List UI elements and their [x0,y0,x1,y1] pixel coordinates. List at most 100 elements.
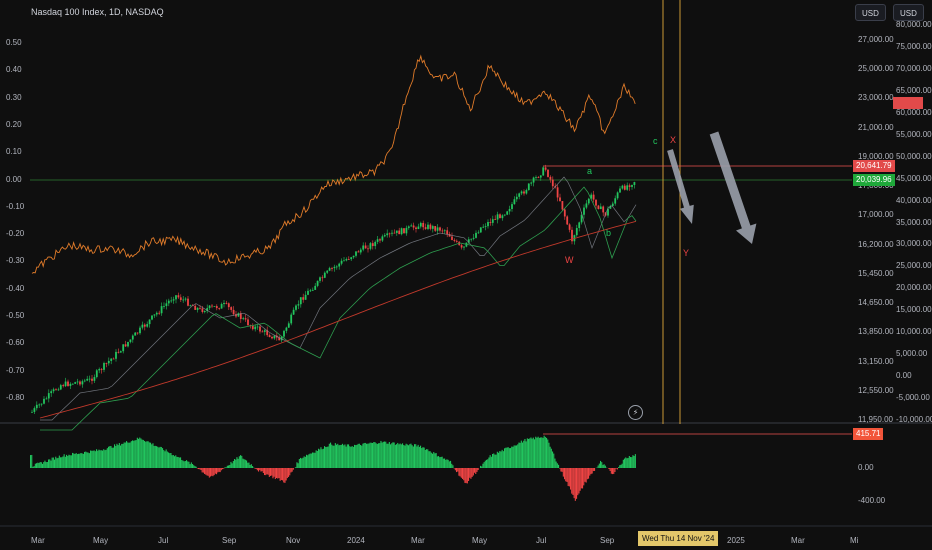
osc-bar [339,444,341,468]
osc-bar [146,441,148,468]
candle-body [247,319,249,326]
osc-bar [67,455,69,468]
osc-bar [308,454,310,468]
osc-bar [198,468,200,470]
osc-bar [598,463,600,468]
candle-body [611,203,614,206]
osc-bar [610,468,612,474]
osc-bar [522,442,524,468]
candle-body [278,337,281,341]
time-axis-tick: 2025 [727,536,745,545]
osc-bar [132,440,134,468]
osc-bar [226,465,228,468]
bolt-icon[interactable]: ⚡ [628,405,643,420]
osc-bar [187,461,189,468]
osc-bar [526,438,528,468]
candle-body [93,377,96,381]
osc-bar [542,437,544,468]
osc-bar [468,468,470,481]
osc-bar [620,464,622,468]
osc-bar [182,460,184,468]
candle-body [443,230,446,232]
candle-body [295,305,297,310]
osc-bar [138,438,140,468]
arrow-down-icon [709,131,757,244]
candle-body [631,184,633,187]
osc-bar [170,453,172,468]
candle-body [227,303,230,308]
right-axis-outer-tick: 50,000.00 [896,151,932,161]
candle-body [31,411,33,413]
candle-body [323,272,326,278]
osc-bar [402,443,404,468]
candle-body [91,378,93,381]
candle-body [542,167,545,176]
candle-body [151,315,153,320]
osc-bar [591,468,593,474]
osc-bar [528,438,530,468]
candle-body [331,268,333,269]
osc-bar [519,442,521,468]
osc-bar [368,443,370,468]
candle-body [489,222,492,223]
right-axis-outer-tick: 55,000.00 [896,129,932,139]
currency-button-2[interactable]: USD [893,4,924,21]
candle-body [35,404,38,409]
time-axis-tick: Nov [286,536,301,545]
candle-body [259,326,261,332]
osc-bar [296,462,298,468]
time-axis-tick: May [472,536,488,545]
candle-body [508,209,511,212]
osc-bar [459,468,461,477]
osc-bar [584,468,586,482]
candle-body [463,246,465,248]
osc-bar [297,463,299,468]
osc-bar [258,468,260,472]
osc-bar [136,437,138,468]
osc-bar [295,467,297,468]
last-price-tag: 20,641.79 [853,160,895,172]
candle-body [575,228,578,236]
candle-body [201,308,204,312]
osc-bar [229,464,231,468]
osc-bar [367,443,369,468]
candle-body [117,351,120,353]
osc-bar [61,457,63,468]
candle-body [441,230,444,232]
candle-body [307,290,309,295]
osc-bar [272,468,274,479]
candle-body [479,227,482,233]
osc-bar [452,465,454,468]
osc-bar [465,468,467,484]
osc-bar [448,461,450,468]
candle-body [448,234,451,237]
candle-body [616,192,619,199]
osc-bar [90,450,92,468]
osc-bar [306,454,308,468]
osc-bar [500,451,502,468]
osc-bar [531,438,533,468]
candle-body [146,324,149,327]
candle-body [472,237,475,239]
candle-body [628,185,631,187]
osc-bar [327,446,329,468]
osc-bar [374,442,376,468]
candle-body [374,241,377,247]
candle-body [621,185,624,189]
osc-bar [385,441,387,468]
osc-bar [361,445,363,468]
candle-body [33,408,36,412]
candle-body [304,294,307,300]
currency-button-1[interactable]: USD [855,4,886,21]
osc-bar [166,451,168,468]
osc-bar [32,466,34,468]
candle-body [122,344,125,352]
osc-bar [254,468,256,469]
right-axis-outer-tick: -5,000.00 [896,393,930,403]
osc-bar [616,468,618,470]
candle-body [362,245,365,250]
osc-bar [420,445,422,468]
candle-body [62,385,65,387]
osc-bar [291,468,293,472]
